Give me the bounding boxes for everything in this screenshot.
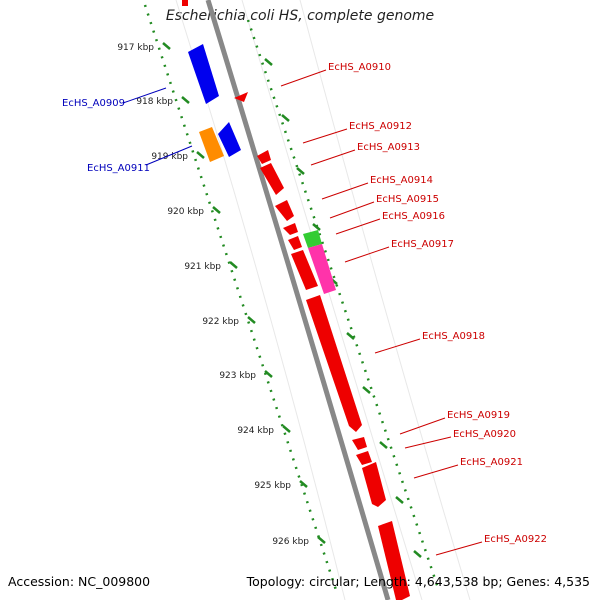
gene-features — [182, 0, 410, 600]
gene-labels: EcHS_A0909 EcHS_A0911 EcHS_A0910 EcHS_A0912… — [62, 62, 547, 545]
gene-echs-a0916 — [288, 236, 302, 250]
gene-echs-a0914 — [275, 200, 294, 221]
ruler-tick-label: 925 kbp — [254, 481, 291, 491]
ruler-tick-right — [395, 496, 404, 504]
reverse-label-leader — [329, 201, 375, 219]
accession-line: Accession: NC_009800 — [8, 574, 150, 589]
ruler-tick-label: 917 kbp — [117, 43, 154, 53]
reverse-label-leader — [302, 128, 348, 144]
reverse-label-leader — [321, 182, 369, 200]
gene-echs-a0911 — [218, 122, 241, 157]
ruler-tick-right — [413, 550, 422, 558]
reverse-gene-label: EcHS_A0915 — [376, 194, 439, 205]
ruler-tick-label: 923 kbp — [219, 371, 256, 381]
ruler-line-right — [246, 19, 440, 589]
gene-echs-a0915 — [283, 223, 298, 235]
accession-value: NC_009800 — [78, 574, 151, 589]
gene-echs-a0922 — [378, 521, 410, 600]
forward-gene-label: EcHS_A0909 — [62, 98, 125, 109]
gene-echs-a0911-orange — [199, 127, 224, 162]
ruler-tick — [196, 151, 205, 159]
reverse-gene-label: EcHS_A0910 — [328, 62, 391, 73]
reverse-gene-label: EcHS_A0917 — [391, 239, 454, 250]
reverse-gene-label: EcHS_A0920 — [453, 429, 516, 440]
reverse-gene-label: EcHS_A0922 — [484, 534, 547, 545]
ruler-tick-label: 919 kbp — [151, 152, 188, 162]
forward-label-leader — [122, 87, 167, 104]
ruler-tick-right — [362, 386, 371, 394]
accession-label: Accession: — [8, 574, 75, 589]
ruler-tick — [247, 316, 256, 324]
genome-title: Escherichia coli HS, complete genome — [165, 8, 435, 24]
reverse-gene-label: EcHS_A0916 — [382, 211, 445, 222]
ruler-tick-label: 926 kbp — [272, 537, 309, 547]
reverse-label-leader — [413, 464, 459, 479]
lane-border-right — [299, 0, 471, 600]
ruler-tick-label: 920 kbp — [167, 207, 204, 217]
axis-line — [205, 0, 391, 600]
gene-echs-a0913 — [260, 163, 284, 195]
reverse-label-leader — [374, 338, 421, 354]
gene-echs-a0921 — [362, 462, 386, 507]
ruler-tick — [317, 536, 326, 544]
gene-echs-a0912 — [257, 150, 271, 164]
gene-echs-a0918-small — [291, 250, 318, 290]
lane-border-mid — [241, 0, 423, 600]
reverse-gene-label: EcHS_A0918 — [422, 331, 485, 342]
reverse-label-leader — [404, 436, 452, 449]
ruler-tick-right — [281, 114, 290, 122]
ruler-tick-right — [264, 58, 273, 66]
ruler-tick-label: 918 kbp — [136, 97, 173, 107]
kbp-ruler: 917 kbp 918 kbp 919 kbp 920 kbp 921 kbp 922 k… — [117, 4, 440, 591]
label-leaders — [122, 69, 483, 556]
reverse-label-leader — [435, 541, 483, 556]
gene-echs-a0918 — [306, 295, 362, 432]
ruler-tick — [264, 370, 273, 378]
reverse-label-leader — [280, 69, 327, 87]
ruler-tick — [229, 261, 238, 269]
gene-echs-a0909 — [188, 44, 219, 104]
reverse-gene-label: EcHS_A0913 — [357, 142, 420, 153]
ruler-tick-right — [379, 441, 388, 449]
gene-echs-a0910 — [234, 92, 248, 102]
ruler-tick-right — [312, 223, 321, 231]
gene-arrow — [182, 0, 188, 6]
topology-line: Topology: circular; Length: 4,643,538 bp… — [246, 574, 590, 589]
ruler-tick — [181, 96, 190, 104]
ruler-tick-label: 921 kbp — [184, 262, 221, 272]
reverse-label-leader — [344, 246, 390, 263]
gene-echs-a0919 — [352, 437, 367, 450]
track-lanes — [175, 0, 471, 600]
ruler-tick — [299, 480, 308, 488]
ruler-tick-right — [346, 332, 355, 340]
ruler-tick — [162, 42, 171, 50]
gene-echs-a0917-green — [303, 230, 322, 248]
gene-echs-a0920 — [356, 451, 372, 465]
ruler-tick-label: 924 kbp — [237, 426, 274, 436]
reverse-label-leader — [310, 149, 356, 166]
reverse-gene-label: EcHS_A0914 — [370, 175, 433, 186]
ruler-tick-right — [296, 167, 305, 175]
reverse-gene-label: EcHS_A0912 — [349, 121, 412, 132]
ruler-tick-label: 922 kbp — [202, 317, 239, 327]
gene-echs-a0917 — [308, 244, 336, 294]
reverse-gene-label: EcHS_A0919 — [447, 410, 510, 421]
reverse-label-leader — [335, 218, 381, 235]
ruler-line-left — [143, 4, 338, 591]
ruler-tick — [282, 425, 291, 433]
forward-label-leader — [145, 145, 193, 166]
forward-gene-label: EcHS_A0911 — [87, 163, 150, 174]
genome-axis — [205, 0, 391, 600]
reverse-gene-label: EcHS_A0921 — [460, 457, 523, 468]
reverse-label-leader — [399, 417, 446, 435]
ruler-tick — [212, 206, 221, 214]
